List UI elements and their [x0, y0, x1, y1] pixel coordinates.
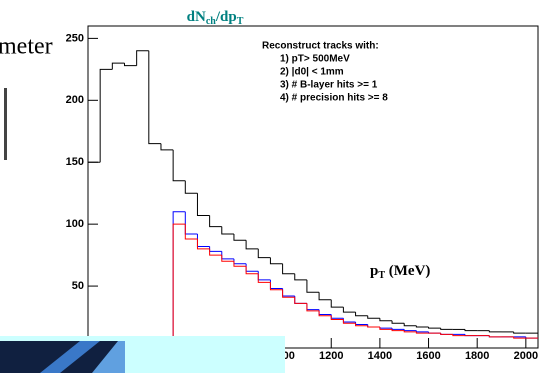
x-tick-label: 1800 — [465, 350, 489, 362]
annotation: 1) pT> 500MeV — [280, 54, 350, 65]
title-part: T — [237, 16, 244, 27]
title-part: ch — [206, 16, 216, 27]
annotation: 4) # precision hits >= 8 — [280, 93, 388, 104]
label-part: p — [370, 263, 378, 279]
y-tick-label: 50 — [72, 280, 84, 292]
title-part: /dp — [215, 9, 237, 25]
x-tick-label: 1200 — [319, 350, 343, 362]
y-tick-label: 200 — [66, 94, 84, 106]
x-tick-label: 1600 — [416, 350, 440, 362]
x-tick-label: 2000 — [514, 350, 538, 362]
annotation: 3) # B-layer hits >= 1 — [280, 80, 378, 91]
annotation: Reconstruct tracks with: — [262, 41, 379, 52]
title-part: dN — [187, 9, 206, 25]
page: {"slide_text": "meter", "chart_data": {"… — [0, 0, 558, 373]
chart: meter dNch/dpT pT (MeV) 5010015020025010… — [0, 0, 558, 373]
slide-text: meter — [0, 34, 53, 60]
chart-title: dNch/dpT — [187, 9, 244, 27]
x-tick-label: 1400 — [368, 350, 392, 362]
y-tick-label: 150 — [66, 156, 84, 168]
slide-fragment — [4, 88, 7, 160]
y-tick-label: 100 — [66, 218, 84, 230]
annotation: 2) |d0| < 1mm — [280, 67, 344, 78]
label-part: (MeV) — [385, 263, 430, 279]
y-tick-label: 250 — [66, 32, 84, 44]
